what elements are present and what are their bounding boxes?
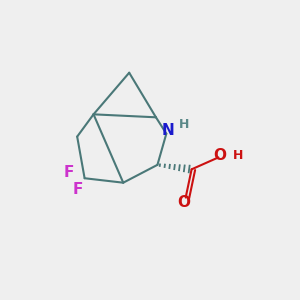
Text: H: H: [179, 118, 189, 131]
Text: F: F: [73, 182, 83, 197]
Text: O: O: [213, 148, 226, 163]
Text: N: N: [161, 123, 174, 138]
Text: O: O: [178, 194, 191, 209]
Text: H: H: [232, 148, 243, 162]
Text: F: F: [64, 165, 74, 180]
